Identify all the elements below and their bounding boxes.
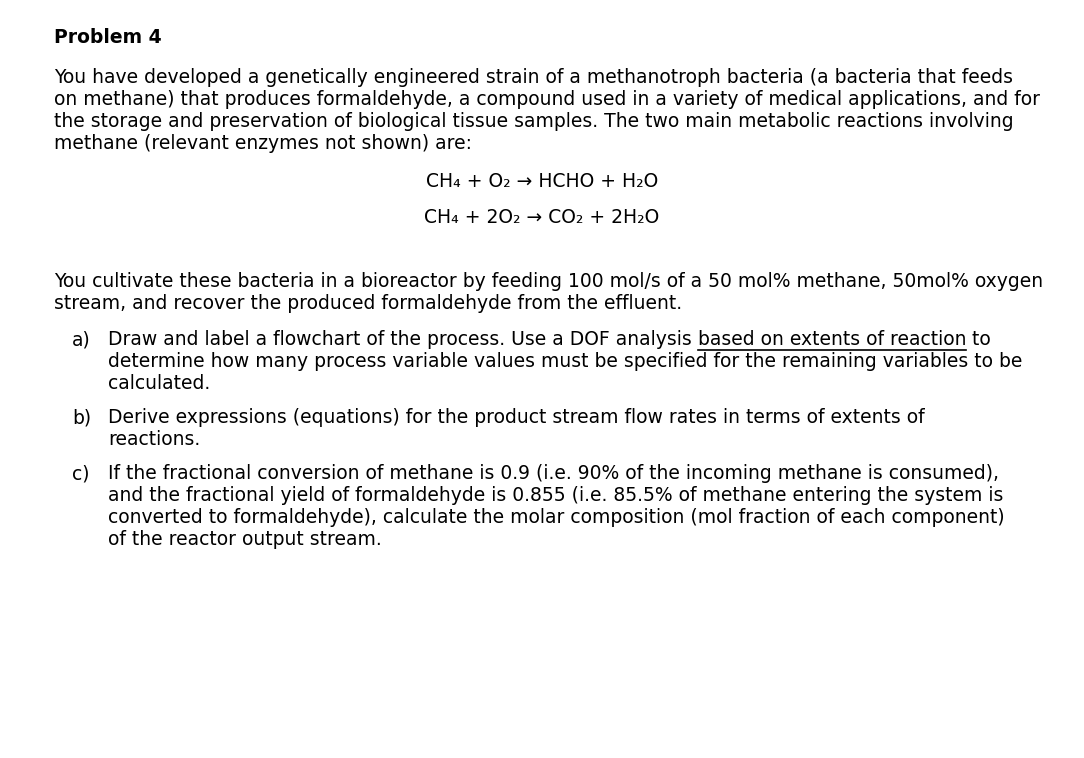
Text: of the reactor output stream.: of the reactor output stream. bbox=[108, 530, 382, 549]
Text: CH₄ + 2O₂ → CO₂ + 2H₂O: CH₄ + 2O₂ → CO₂ + 2H₂O bbox=[424, 208, 660, 227]
Text: Derive expressions (equations) for the product stream flow rates in terms of ext: Derive expressions (equations) for the p… bbox=[108, 408, 925, 427]
Text: You cultivate these bacteria in a bioreactor by feeding 100 mol/s of a 50 mol% m: You cultivate these bacteria in a biorea… bbox=[54, 272, 1043, 291]
Text: a): a) bbox=[72, 330, 91, 349]
Text: Problem 4: Problem 4 bbox=[54, 28, 162, 47]
Text: determine how many process variable values must be specified for the remaining v: determine how many process variable valu… bbox=[108, 352, 1022, 371]
Text: calculated.: calculated. bbox=[108, 374, 210, 393]
Text: reactions.: reactions. bbox=[108, 430, 201, 449]
Text: If the fractional conversion of methane is 0.9 (i.e. 90% of the incoming methane: If the fractional conversion of methane … bbox=[108, 464, 999, 483]
Text: You have developed a genetically engineered strain of a methanotroph bacteria (a: You have developed a genetically enginee… bbox=[54, 68, 1014, 87]
Text: methane (relevant enzymes not shown) are:: methane (relevant enzymes not shown) are… bbox=[54, 134, 472, 153]
Text: to: to bbox=[966, 330, 991, 349]
Text: the storage and preservation of biological tissue samples. The two main metaboli: the storage and preservation of biologic… bbox=[54, 112, 1014, 131]
Text: converted to formaldehyde), calculate the molar composition (mol fraction of eac: converted to formaldehyde), calculate th… bbox=[108, 508, 1005, 527]
Text: c): c) bbox=[72, 464, 90, 483]
Text: Draw and label a flowchart of the process. Use a DOF analysis: Draw and label a flowchart of the proces… bbox=[108, 330, 698, 349]
Text: based on extents of reaction: based on extents of reaction bbox=[698, 330, 966, 349]
Text: on methane) that produces formaldehyde, a compound used in a variety of medical : on methane) that produces formaldehyde, … bbox=[54, 90, 1040, 109]
Text: and the fractional yield of formaldehyde is 0.855 (i.e. 85.5% of methane enterin: and the fractional yield of formaldehyde… bbox=[108, 486, 1004, 505]
Text: CH₄ + O₂ → HCHO + H₂O: CH₄ + O₂ → HCHO + H₂O bbox=[426, 172, 658, 191]
Text: stream, and recover the produced formaldehyde from the effluent.: stream, and recover the produced formald… bbox=[54, 294, 682, 313]
Text: b): b) bbox=[72, 408, 91, 427]
